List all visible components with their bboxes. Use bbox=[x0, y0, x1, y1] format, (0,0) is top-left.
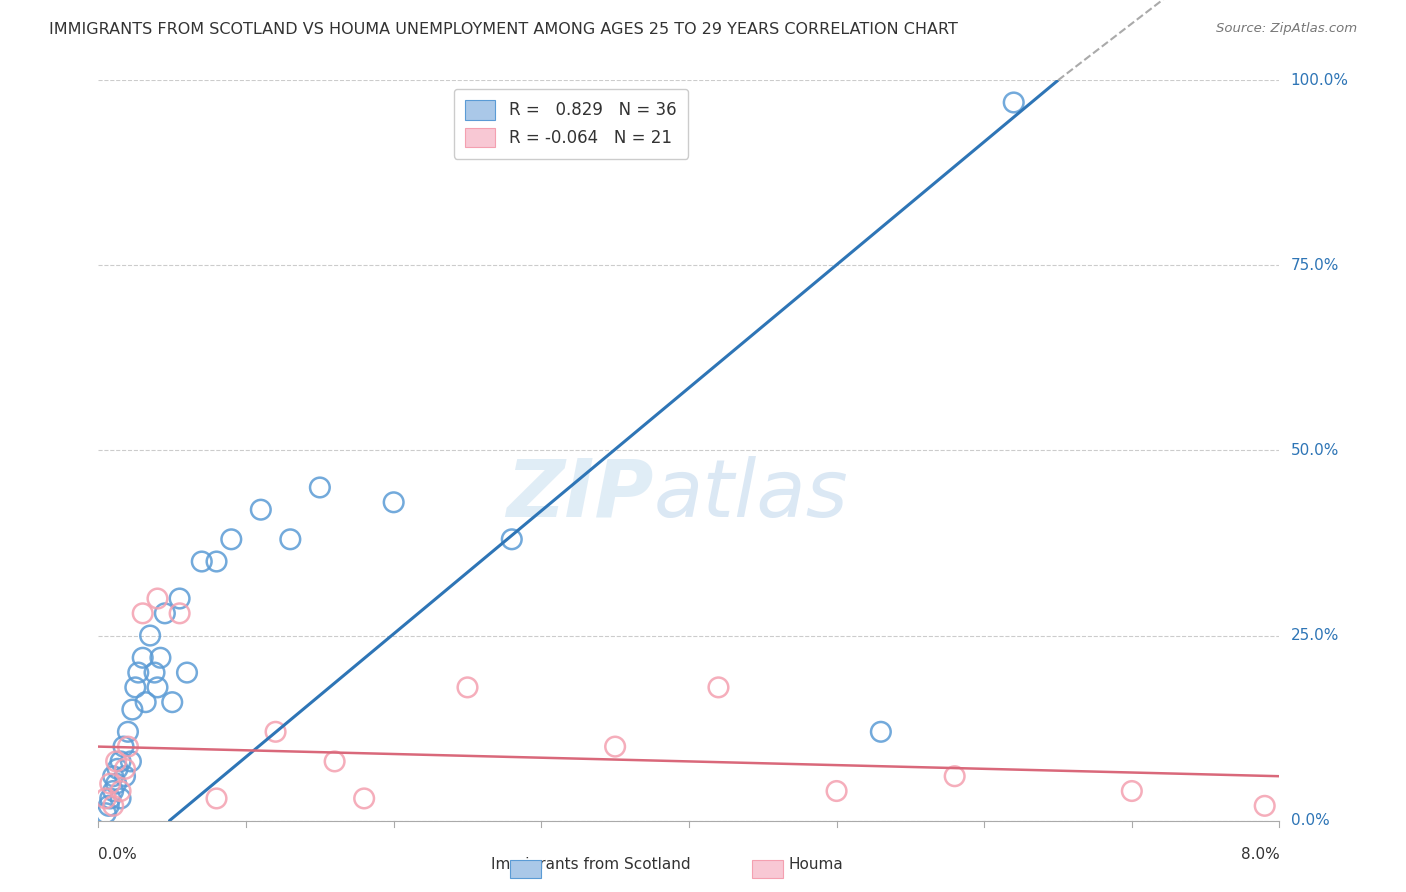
Text: 8.0%: 8.0% bbox=[1240, 847, 1279, 862]
Text: Source: ZipAtlas.com: Source: ZipAtlas.com bbox=[1216, 22, 1357, 36]
Point bbox=[146, 591, 169, 606]
Point bbox=[280, 533, 302, 547]
Point bbox=[117, 739, 139, 754]
Point bbox=[127, 665, 149, 680]
Point bbox=[205, 791, 228, 805]
Point bbox=[1002, 95, 1025, 110]
Text: ZIP: ZIP bbox=[506, 456, 654, 534]
Point bbox=[135, 695, 157, 709]
Point bbox=[309, 481, 332, 495]
Text: 75.0%: 75.0% bbox=[1291, 258, 1339, 273]
Point bbox=[707, 681, 730, 695]
Point bbox=[264, 724, 287, 739]
Point bbox=[103, 769, 125, 783]
Point bbox=[943, 769, 966, 783]
Point bbox=[110, 791, 132, 805]
Point bbox=[457, 681, 479, 695]
Point bbox=[110, 784, 132, 798]
Point bbox=[143, 665, 166, 680]
Point bbox=[110, 755, 132, 769]
Point bbox=[870, 724, 893, 739]
Text: 100.0%: 100.0% bbox=[1291, 73, 1348, 87]
Point bbox=[97, 798, 120, 813]
Point bbox=[153, 607, 176, 621]
Point bbox=[250, 502, 273, 516]
Point bbox=[98, 791, 121, 805]
Point bbox=[114, 762, 136, 776]
Point bbox=[112, 739, 135, 754]
Text: 50.0%: 50.0% bbox=[1291, 443, 1339, 458]
Point bbox=[94, 791, 117, 805]
Text: 0.0%: 0.0% bbox=[1291, 814, 1329, 828]
Point bbox=[105, 755, 128, 769]
Point bbox=[117, 724, 139, 739]
Point bbox=[103, 784, 125, 798]
Text: atlas: atlas bbox=[654, 456, 848, 534]
Point bbox=[605, 739, 627, 754]
Point bbox=[98, 776, 121, 791]
Point bbox=[162, 695, 183, 709]
Point bbox=[205, 555, 228, 569]
Point bbox=[124, 681, 146, 695]
Point bbox=[176, 665, 198, 680]
Point bbox=[149, 650, 172, 665]
Point bbox=[323, 755, 346, 769]
Text: Immigrants from Scotland: Immigrants from Scotland bbox=[491, 857, 690, 872]
Point bbox=[107, 762, 129, 776]
Point bbox=[221, 533, 243, 547]
Point bbox=[114, 769, 136, 783]
Point bbox=[501, 533, 523, 547]
Point bbox=[132, 607, 155, 621]
Text: IMMIGRANTS FROM SCOTLAND VS HOUMA UNEMPLOYMENT AMONG AGES 25 TO 29 YEARS CORRELA: IMMIGRANTS FROM SCOTLAND VS HOUMA UNEMPL… bbox=[49, 22, 957, 37]
Point bbox=[139, 628, 162, 642]
Legend: R =   0.829   N = 36, R = -0.064   N = 21: R = 0.829 N = 36, R = -0.064 N = 21 bbox=[454, 88, 688, 159]
Point bbox=[121, 703, 143, 717]
Point bbox=[105, 776, 128, 791]
Point bbox=[169, 607, 191, 621]
Point bbox=[1254, 798, 1277, 813]
Point bbox=[353, 791, 375, 805]
Point bbox=[120, 755, 142, 769]
Text: Houma: Houma bbox=[789, 857, 842, 872]
Point bbox=[94, 806, 117, 821]
Point bbox=[103, 798, 125, 813]
Point bbox=[169, 591, 191, 606]
Point bbox=[132, 650, 155, 665]
Point bbox=[1121, 784, 1143, 798]
Text: 0.0%: 0.0% bbox=[98, 847, 138, 862]
Point bbox=[146, 681, 169, 695]
Point bbox=[825, 784, 848, 798]
Point bbox=[382, 495, 405, 509]
Point bbox=[191, 555, 214, 569]
Text: 25.0%: 25.0% bbox=[1291, 628, 1339, 643]
